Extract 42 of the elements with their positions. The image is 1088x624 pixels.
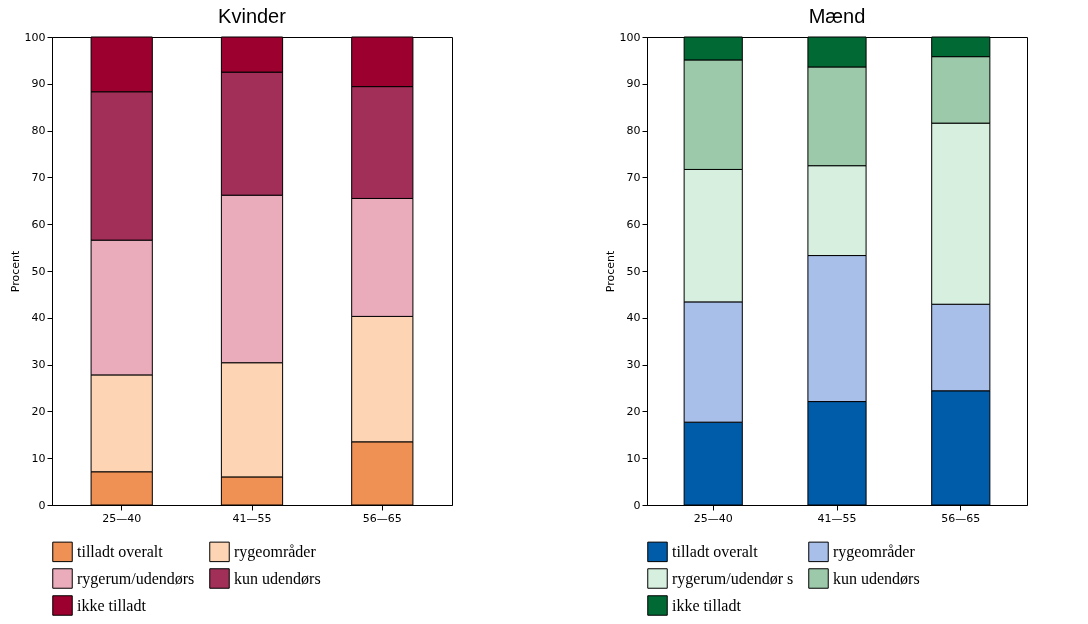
y-tick-label: 10 xyxy=(626,451,641,465)
legend-label: rygeområder xyxy=(833,542,916,561)
legend-label: tilladt overalt xyxy=(77,542,164,560)
y-tick-label: 100 xyxy=(24,30,46,44)
y-tick-label: 80 xyxy=(31,124,46,138)
y-tick-label: 90 xyxy=(626,77,641,91)
legend-label: rygeområder xyxy=(234,542,317,561)
x-tick-label: 41—55 xyxy=(232,511,272,525)
y-axis-title: Procent xyxy=(8,250,22,293)
y-tick-label: 20 xyxy=(31,404,46,418)
y-tick-label: 60 xyxy=(626,217,641,231)
y-tick-label: 10 xyxy=(31,451,46,465)
y-tick-label: 60 xyxy=(31,217,46,231)
x-tick-label: 56—65 xyxy=(941,511,981,525)
chart-title: Mænd xyxy=(808,5,866,27)
y-tick-label: 90 xyxy=(31,77,46,91)
chart-title: Kvinder xyxy=(218,5,287,27)
x-tick-label: 56—65 xyxy=(362,511,402,525)
legend-label: kun udendørs xyxy=(234,569,321,587)
y-tick-label: 0 xyxy=(633,498,641,512)
y-tick-label: 40 xyxy=(31,311,46,325)
y-tick-label: 30 xyxy=(31,358,46,372)
legend-label: tilladt overalt xyxy=(672,542,759,560)
y-tick-label: 70 xyxy=(31,170,46,184)
y-tick-label: 70 xyxy=(626,170,641,184)
legend-label: ikke tilladt xyxy=(77,596,147,614)
y-tick-label: 30 xyxy=(626,358,641,372)
y-axis-title: Procent xyxy=(603,250,617,293)
x-tick-label: 25—40 xyxy=(102,511,142,525)
y-tick-label: 40 xyxy=(626,311,641,325)
y-tick-label: 80 xyxy=(626,124,641,138)
y-tick-label: 50 xyxy=(31,264,46,278)
legend-label: kun udendørs xyxy=(833,569,920,587)
legend-label: rygerum/udendørs xyxy=(77,569,195,588)
y-tick-label: 20 xyxy=(626,404,641,418)
y-tick-label: 50 xyxy=(626,264,641,278)
x-tick-label: 41—55 xyxy=(817,511,857,525)
y-tick-label: 0 xyxy=(38,498,46,512)
x-tick-label: 25—40 xyxy=(693,511,733,525)
legend-label: ikke tilladt xyxy=(672,596,742,614)
legend-label: rygerum/udendør s xyxy=(672,569,794,588)
y-tick-label: 100 xyxy=(619,30,641,44)
